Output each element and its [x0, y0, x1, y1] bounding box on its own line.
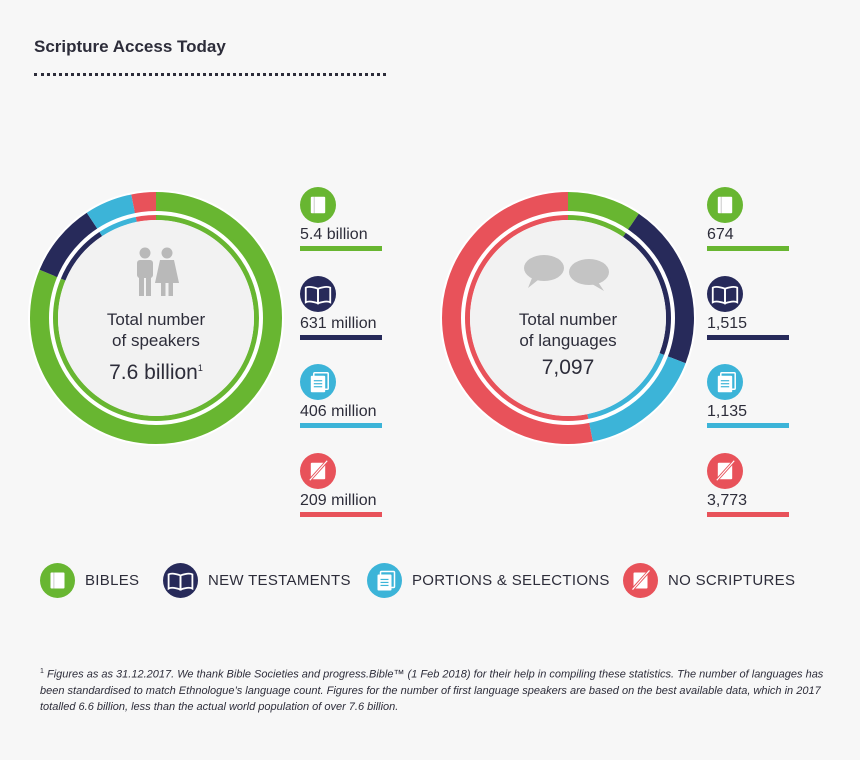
stat-underline	[300, 512, 382, 517]
stat-no-scriptures: 209 million	[300, 453, 382, 517]
stat-value: 674	[707, 226, 734, 243]
stat-underline	[707, 423, 789, 428]
no-scriptures-icon	[623, 563, 658, 598]
footnote: 1 Figures as as 31.12.2017. We thank Bib…	[40, 664, 840, 715]
slice-no-scriptures	[131, 192, 157, 215]
languages-center-line2: of languages	[519, 331, 617, 350]
page-title: Scripture Access Today	[34, 37, 226, 56]
new-testament-icon	[707, 276, 743, 312]
no-scriptures-icon	[707, 453, 743, 489]
legend-item-portions: PORTIONS & SELECTIONS	[367, 563, 610, 598]
stat-underline	[707, 246, 789, 251]
slice-portions	[588, 355, 686, 442]
portions-icon	[300, 364, 336, 400]
portions-icon	[707, 364, 743, 400]
stat-new-testaments: 631 million	[300, 276, 382, 340]
slice-bibles	[567, 192, 639, 231]
stat-bibles: 674	[707, 187, 789, 251]
slice-no-scriptures	[442, 192, 593, 444]
languages-center-label: Total number of languages 7,097	[498, 309, 638, 383]
slice-portions	[86, 194, 136, 230]
title-dotted-divider	[34, 73, 386, 76]
stat-underline	[300, 423, 382, 428]
stat-underline	[300, 335, 382, 340]
languages-donut-chart	[440, 190, 696, 446]
bible-icon	[707, 187, 743, 223]
legend-label: NO SCRIPTURES	[668, 572, 796, 589]
speakers-total-number: 7.6 billion	[109, 361, 198, 384]
legend-item-bibles: BIBLES	[40, 563, 139, 598]
footnote-mark: 1	[197, 363, 203, 373]
speakers-center-line2: of speakers	[112, 331, 200, 350]
footnote-text: Figures as as 31.12.2017. We thank Bible…	[40, 668, 824, 713]
stat-value: 1,515	[707, 315, 748, 332]
legend-label: NEW TESTAMENTS	[208, 572, 351, 589]
speakers-center-line1: Total number	[106, 310, 206, 329]
languages-total-value: 7,097	[541, 356, 595, 379]
bible-icon	[300, 187, 336, 223]
new-testament-icon	[163, 563, 198, 598]
speakers-donut-chart	[28, 190, 284, 446]
donut-separator	[49, 211, 263, 425]
slice-bibles	[30, 192, 282, 444]
stat-value: 631 million	[300, 315, 377, 332]
stat-portions: 1,135	[707, 364, 789, 428]
donut-center	[470, 220, 666, 416]
speakers-center-label: Total number of speakers 7.6 billion1	[86, 309, 226, 388]
bible-icon	[40, 563, 75, 598]
stat-value: 3,773	[707, 492, 748, 509]
stat-value: 1,135	[707, 403, 748, 420]
stat-value: 209 million	[300, 492, 377, 509]
speakers-total-value: 7.6 billion1	[86, 353, 226, 388]
new-testament-icon	[300, 276, 336, 312]
people-icon	[137, 247, 179, 296]
legend-label: PORTIONS & SELECTIONS	[412, 572, 610, 589]
stat-bibles: 5.4 billion	[300, 187, 382, 251]
stat-underline	[300, 246, 382, 251]
slice-new-testaments	[627, 213, 694, 364]
stat-no-scriptures: 3,773	[707, 453, 789, 517]
legend-label: BIBLES	[85, 572, 140, 589]
no-scriptures-icon	[300, 453, 336, 489]
stat-new-testaments: 1,515	[707, 276, 789, 340]
languages-center-line1: Total number	[518, 310, 618, 329]
legend-item-new-testaments: NEW TESTAMENTS	[163, 563, 351, 598]
stat-underline	[707, 512, 789, 517]
portions-icon	[367, 563, 402, 598]
stat-underline	[707, 335, 789, 340]
legend-item-no-scriptures: NO SCRIPTURES	[623, 563, 795, 598]
footnote-mark: 1	[40, 668, 44, 675]
stat-value: 5.4 billion	[300, 226, 368, 243]
stat-value: 406 million	[300, 403, 377, 420]
donut-separator	[461, 211, 675, 425]
stat-portions: 406 million	[300, 364, 382, 428]
speech-bubbles-icon	[524, 255, 609, 291]
donut-center	[58, 220, 254, 416]
slice-new-testaments	[39, 212, 99, 278]
